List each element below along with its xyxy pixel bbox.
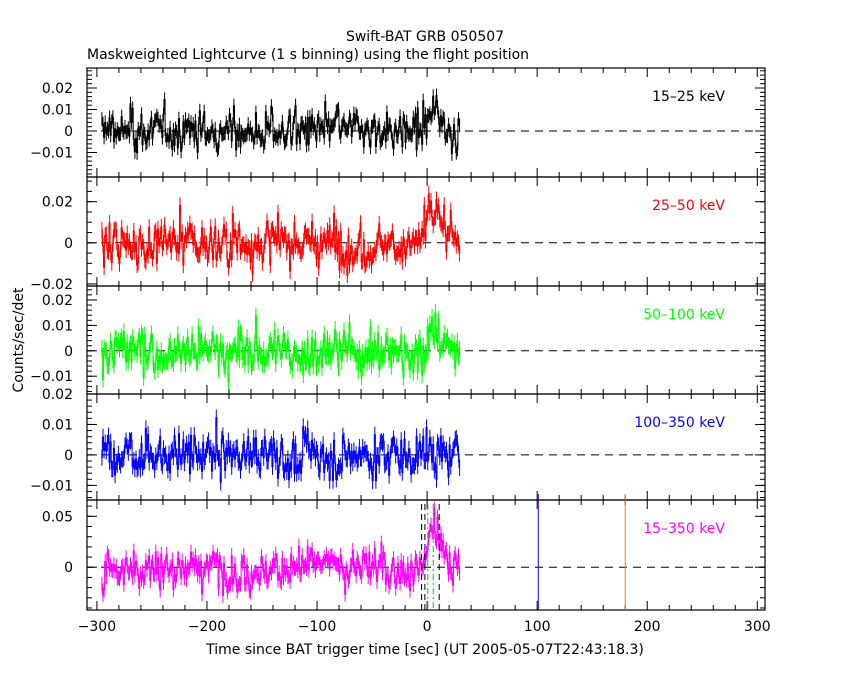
x-tick-label: 200 xyxy=(634,619,661,635)
lightcurve-series xyxy=(101,193,461,276)
x-tick-label: −300 xyxy=(78,619,116,635)
y-tick-label: −0.01 xyxy=(30,478,73,494)
band-label: 15–25 keV xyxy=(652,89,725,105)
y-tick-label: 0.01 xyxy=(42,318,73,334)
lightcurve-series xyxy=(101,95,461,155)
y-tick-label: −0.01 xyxy=(30,369,73,385)
x-axis-label: Time since BAT trigger time [sec] (UT 20… xyxy=(205,642,644,658)
y-tick-label: 0 xyxy=(64,344,73,360)
panel-1: −0.02 0 0.02 25–50 keV xyxy=(30,176,766,293)
chart-title: Swift-BAT GRB 050507 xyxy=(346,29,504,45)
y-tick-label: 0.01 xyxy=(42,417,73,433)
panel-0: −0.01 0 0.01 0.02 15–25 keV xyxy=(30,67,766,178)
panel-4: 0 0.05 15–350 keV xyxy=(42,494,766,611)
y-axis-label: Counts/sec/det xyxy=(11,287,27,392)
lightcurve-series xyxy=(101,508,461,596)
x-tick-label: 0 xyxy=(423,619,432,635)
error-bars xyxy=(101,304,461,390)
y-tick-label: 0.02 xyxy=(42,293,73,309)
band-label: 100–350 keV xyxy=(634,415,725,431)
band-label: 50–100 keV xyxy=(643,307,725,323)
y-tick-label: 0.02 xyxy=(42,195,73,211)
y-tick-label: 0.05 xyxy=(42,509,73,525)
y-tick-label: −0.02 xyxy=(30,277,73,293)
lightcurve-series xyxy=(101,312,461,382)
panel-frame xyxy=(86,499,766,611)
y-tick-label: 0 xyxy=(64,448,73,464)
x-tick-label: −200 xyxy=(188,619,226,635)
y-tick-label: 0.02 xyxy=(42,81,73,97)
y-tick-label: 0.02 xyxy=(42,387,73,403)
y-tick-label: −0.01 xyxy=(30,145,73,161)
lightcurve-series xyxy=(101,417,461,483)
x-tick-label: 300 xyxy=(744,619,771,635)
y-tick-label: 0 xyxy=(64,236,73,252)
chart-subtitle: Maskweighted Lightcurve (1 s binning) us… xyxy=(87,47,529,63)
x-tick-label: 100 xyxy=(524,619,551,635)
panel-2: −0.01 0 0.01 0.02 50–100 keV xyxy=(30,285,766,395)
panel-3: −0.01 0 0.01 0.02 100–350 keV xyxy=(30,387,766,501)
y-tick-label: 0.01 xyxy=(42,102,73,118)
y-tick-label: 0 xyxy=(64,560,73,576)
x-tick-label: −100 xyxy=(298,619,336,635)
band-label: 25–50 keV xyxy=(652,198,725,214)
band-label: 15–350 keV xyxy=(643,521,725,537)
y-tick-label: 0 xyxy=(64,124,73,140)
